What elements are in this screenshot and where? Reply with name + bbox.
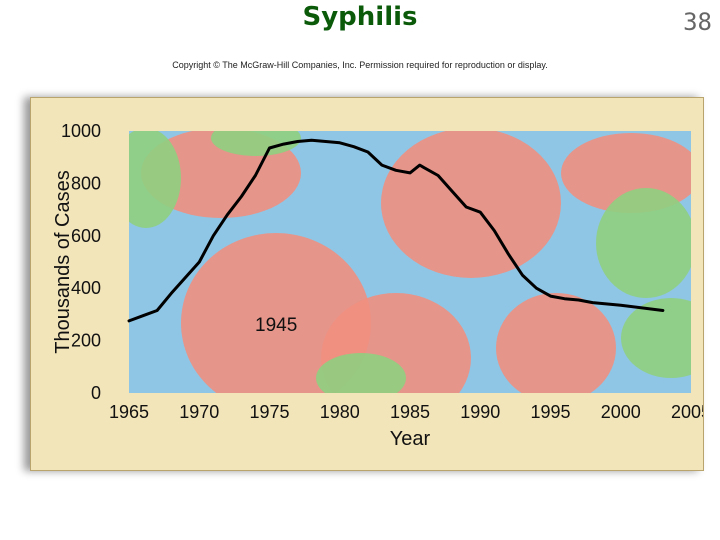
micrograph-background bbox=[129, 131, 691, 393]
x-tick-label: 1995 bbox=[530, 402, 570, 422]
x-tick-label: 1975 bbox=[249, 402, 289, 422]
x-tick-label: 2005 bbox=[671, 402, 703, 422]
x-tick-label: 1965 bbox=[109, 402, 149, 422]
y-tick-label: 200 bbox=[71, 331, 101, 351]
y-tick-label: 600 bbox=[71, 226, 101, 246]
micrograph-cell bbox=[621, 298, 691, 378]
series-line bbox=[127, 138, 665, 323]
micrograph-cell bbox=[211, 131, 301, 156]
chart-figure: 0 200 400 600 800 1000 1965 1970 1975 1980 1985 199… bbox=[30, 97, 704, 471]
x-axis-title: Year bbox=[390, 428, 431, 450]
micrograph-cell bbox=[596, 188, 691, 298]
micrograph-cell bbox=[129, 131, 181, 228]
slide-title: Syphilis bbox=[302, 2, 418, 32]
y-tick-label: 800 bbox=[71, 173, 101, 193]
micrograph-cell bbox=[496, 293, 616, 393]
y-tick-label: 1000 bbox=[61, 121, 101, 141]
x-tick-label: 1985 bbox=[390, 402, 430, 422]
chart-marks: 0 200 400 600 800 1000 1965 1970 1975 1980 1985 199… bbox=[52, 121, 703, 450]
y-tick-label: 0 bbox=[91, 383, 101, 403]
micrograph-cell bbox=[381, 131, 561, 278]
x-tick-label: 1990 bbox=[460, 402, 500, 422]
micrograph-cell bbox=[316, 353, 406, 393]
x-tick-label: 2000 bbox=[601, 402, 641, 422]
annotation-label: 1945 bbox=[255, 315, 297, 336]
slide-number: 38 bbox=[683, 8, 712, 36]
y-tick-label: 400 bbox=[71, 278, 101, 298]
y-axis-title: Thousands of Cases bbox=[52, 170, 74, 353]
line-chart: 0 200 400 600 800 1000 1965 1970 1975 1980 1985 199… bbox=[52, 121, 703, 450]
x-tick-label: 1970 bbox=[179, 402, 219, 422]
copyright-notice: Copyright © The McGraw-Hill Companies, I… bbox=[172, 60, 548, 70]
x-tick-label: 1980 bbox=[320, 402, 360, 422]
